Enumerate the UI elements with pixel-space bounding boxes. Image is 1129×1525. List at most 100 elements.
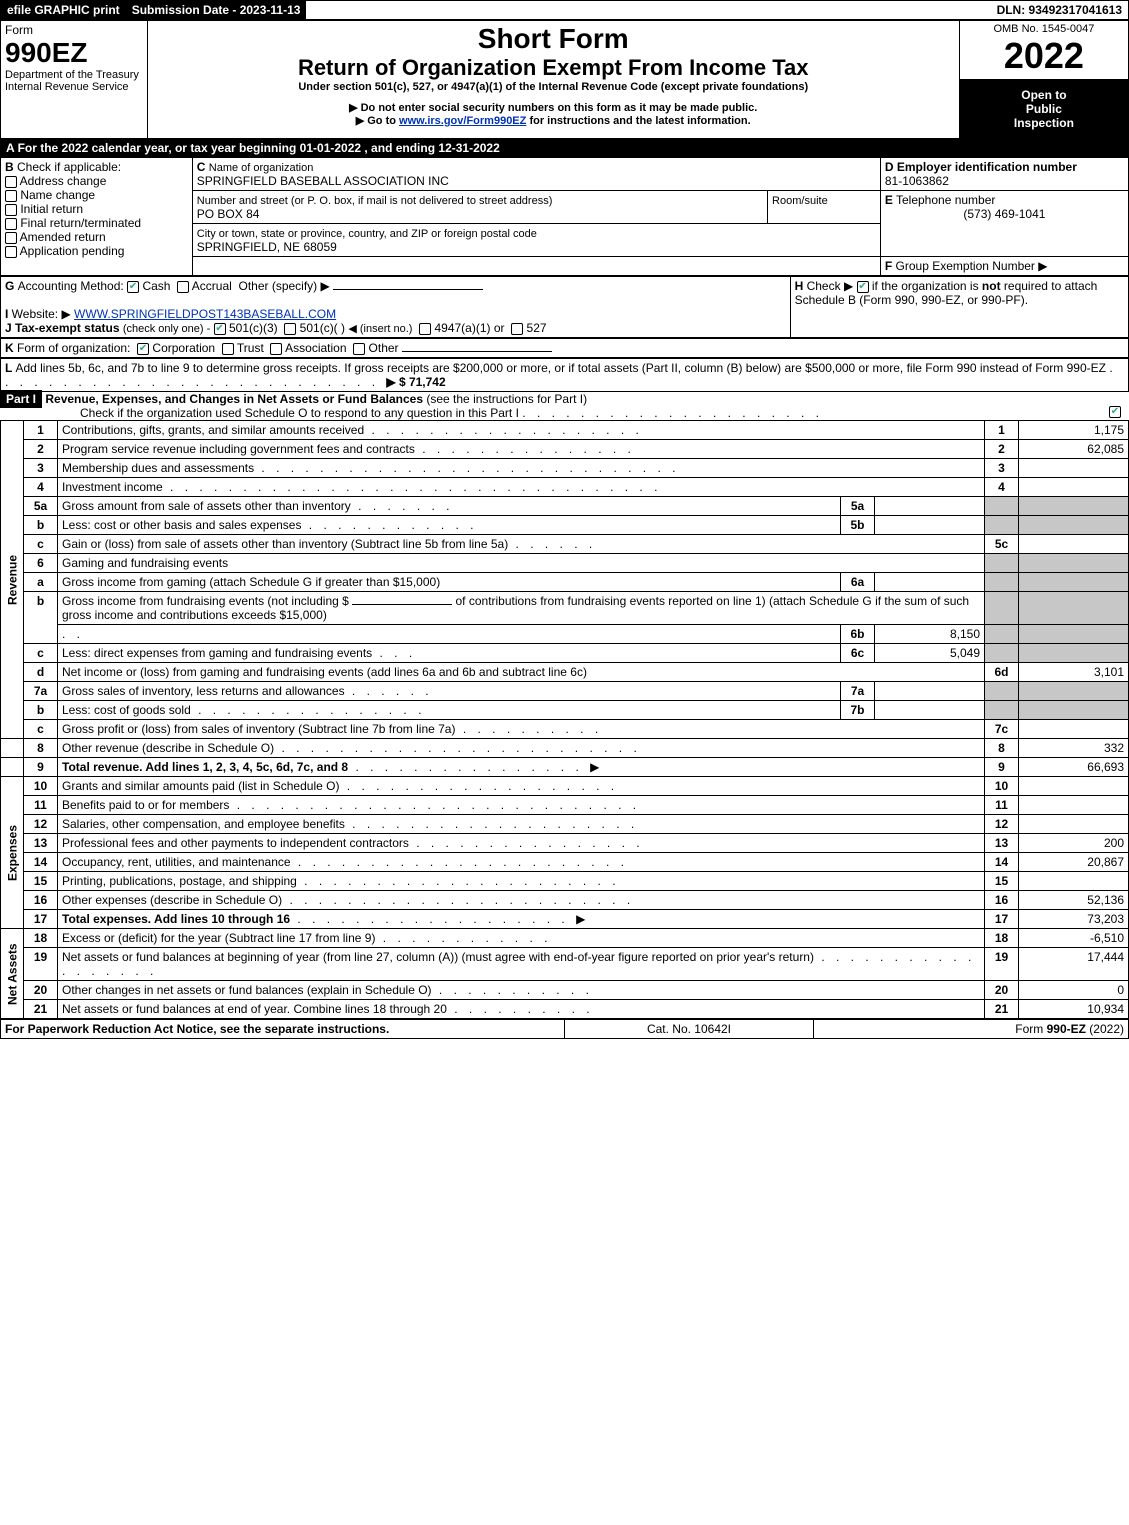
b-label: Check if applicable: (17, 160, 121, 174)
line-11-text: Benefits paid to or for members (62, 798, 229, 812)
line-9-text: Total revenue. Add lines 1, 2, 3, 4, 5c,… (62, 760, 348, 774)
line-6-text: Gaming and fundraising events (62, 556, 228, 570)
checkbox-h[interactable] (857, 281, 869, 293)
line-13-amount: 200 (1019, 834, 1129, 853)
form-footer: Form 990-EZ (2022) (813, 1020, 1128, 1039)
lines-table: Revenue 1 Contributions, gifts, grants, … (0, 420, 1129, 1019)
line-8-text: Other revenue (describe in Schedule O) (62, 741, 274, 755)
short-form-title: Short Form (152, 23, 955, 55)
open-inspection-badge: Open to Public Inspection (1008, 82, 1080, 136)
checkbox-trust[interactable] (222, 343, 234, 355)
irs-link[interactable]: www.irs.gov/Form990EZ (399, 115, 526, 127)
line-8-amount: 332 (1019, 739, 1129, 758)
goto-post: for instructions and the latest informat… (529, 115, 750, 127)
city-label: City or town, state or province, country… (197, 228, 537, 240)
no-ssn-note: ▶ Do not enter social security numbers o… (152, 101, 955, 114)
form-number: 990EZ (5, 37, 143, 69)
checkbox-corp[interactable] (137, 343, 149, 355)
checkbox-address-change[interactable] (5, 176, 17, 188)
checkbox-501c[interactable] (284, 323, 296, 335)
part1-heading: Revenue, Expenses, and Changes in Net As… (45, 392, 423, 406)
return-title: Return of Organization Exempt From Incom… (152, 55, 955, 81)
checkbox-part1-sched-o[interactable] (1109, 406, 1121, 418)
checkbox-final-return[interactable] (5, 218, 17, 230)
line-5b-amount (875, 516, 985, 535)
line-1-amount: 1,175 (1019, 421, 1129, 440)
line-18-amount: -6,510 (1019, 929, 1129, 948)
k-block: K Form of organization: Corporation Trus… (0, 338, 1129, 358)
checkbox-amended-return[interactable] (5, 232, 17, 244)
line-14-amount: 20,867 (1019, 853, 1129, 872)
efile-print-button[interactable]: efile GRAPHIC print (1, 1, 126, 19)
line-4-amount (1019, 478, 1129, 497)
checkbox-4947a1[interactable] (419, 323, 431, 335)
form-label: Form (5, 23, 143, 37)
line-3-amount (1019, 459, 1129, 478)
checkbox-assoc[interactable] (270, 343, 282, 355)
line-6d-amount: 3,101 (1019, 663, 1129, 682)
line-18-text: Excess or (deficit) for the year (Subtra… (62, 931, 375, 945)
line-14-text: Occupancy, rent, utilities, and maintena… (62, 855, 291, 869)
net-assets-label: Net Assets (1, 929, 24, 1019)
line-6a-text: Gross income from gaming (attach Schedul… (62, 575, 440, 589)
e-label: Telephone number (896, 193, 995, 207)
d-label: Employer identification number (897, 160, 1077, 174)
line-12-text: Salaries, other compensation, and employ… (62, 817, 345, 831)
f-arrow: ▶ (1038, 259, 1047, 273)
line-7b-text: Less: cost of goods sold (62, 703, 191, 717)
line-6b-text1: Gross income from fundraising events (no… (62, 594, 349, 608)
section-a: A For the 2022 calendar year, or tax yea… (0, 139, 1129, 157)
checkbox-application-pending[interactable] (5, 246, 17, 258)
part1-check-text: Check if the organization used Schedule … (0, 406, 519, 420)
line-15-text: Printing, publications, postage, and shi… (62, 874, 297, 888)
room-label: Room/suite (772, 195, 828, 207)
line-6b-amount: 8,150 (875, 625, 985, 644)
line-5a-amount (875, 497, 985, 516)
goto-pre: ▶ Go to (356, 115, 399, 127)
line-20-text: Other changes in net assets or fund bala… (62, 983, 432, 997)
line-2-text: Program service revenue including govern… (62, 442, 415, 456)
submission-date-button[interactable]: Submission Date - 2023-11-13 (126, 1, 307, 19)
line-2-amount: 62,085 (1019, 440, 1129, 459)
checkbox-accrual[interactable] (177, 281, 189, 293)
c-name-label: Name of organization (209, 162, 314, 174)
line-9-amount: 66,693 (1019, 758, 1129, 777)
line-16-text: Other expenses (describe in Schedule O) (62, 893, 282, 907)
part1-header: Part I Revenue, Expenses, and Changes in… (0, 392, 1129, 420)
line-1-text: Contributions, gifts, grants, and simila… (62, 423, 364, 437)
line-19-text: Net assets or fund balances at beginning… (62, 950, 814, 964)
checkbox-cash[interactable] (127, 281, 139, 293)
line-17-amount: 73,203 (1019, 910, 1129, 929)
checkbox-name-change[interactable] (5, 190, 17, 202)
phone-value: (573) 469-1041 (885, 207, 1124, 221)
revenue-label: Revenue (1, 421, 24, 739)
line-5c-text: Gain or (loss) from sale of assets other… (62, 537, 508, 551)
line-21-text: Net assets or fund balances at end of ye… (62, 1002, 447, 1016)
l-text: Add lines 5b, 6c, and 7b to line 9 to de… (15, 361, 1106, 375)
checkbox-initial-return[interactable] (5, 204, 17, 216)
line-6c-text: Less: direct expenses from gaming and fu… (62, 646, 372, 660)
ein-value: 81-1063862 (885, 174, 949, 188)
street-label: Number and street (or P. O. box, if mail… (197, 195, 553, 207)
org-info-block: B Check if applicable: Address change Na… (0, 157, 1129, 276)
line-5a-text: Gross amount from sale of assets other t… (62, 499, 351, 513)
f-label: Group Exemption Number (896, 259, 1035, 273)
part1-heading2: (see the instructions for Part I) (426, 392, 587, 406)
line-7c-text: Gross profit or (loss) from sales of inv… (62, 722, 455, 736)
line-5b-text: Less: cost or other basis and sales expe… (62, 518, 301, 532)
dept-label: Department of the Treasury (5, 69, 143, 81)
checkbox-501c3[interactable] (214, 323, 226, 335)
l-block: L Add lines 5b, 6c, and 7b to line 9 to … (0, 358, 1129, 392)
website-link[interactable]: WWW.SPRINGFIELDPOST143BASEBALL.COM (74, 307, 336, 321)
checkbox-527[interactable] (511, 323, 523, 335)
cat-no: Cat. No. 10642I (565, 1020, 814, 1039)
org-name: SPRINGFIELD BASEBALL ASSOCIATION INC (197, 174, 449, 188)
expenses-label: Expenses (1, 777, 24, 929)
pra-notice: For Paperwork Reduction Act Notice, see … (1, 1020, 565, 1039)
omb-label: OMB No. 1545-0047 (964, 23, 1124, 35)
checkbox-other-org[interactable] (353, 343, 365, 355)
line-17-text: Total expenses. Add lines 10 through 16 (62, 912, 290, 926)
tax-year: 2022 (964, 35, 1124, 77)
line-6a-amount (875, 573, 985, 592)
top-bar: efile GRAPHIC print Submission Date - 20… (0, 0, 1129, 20)
